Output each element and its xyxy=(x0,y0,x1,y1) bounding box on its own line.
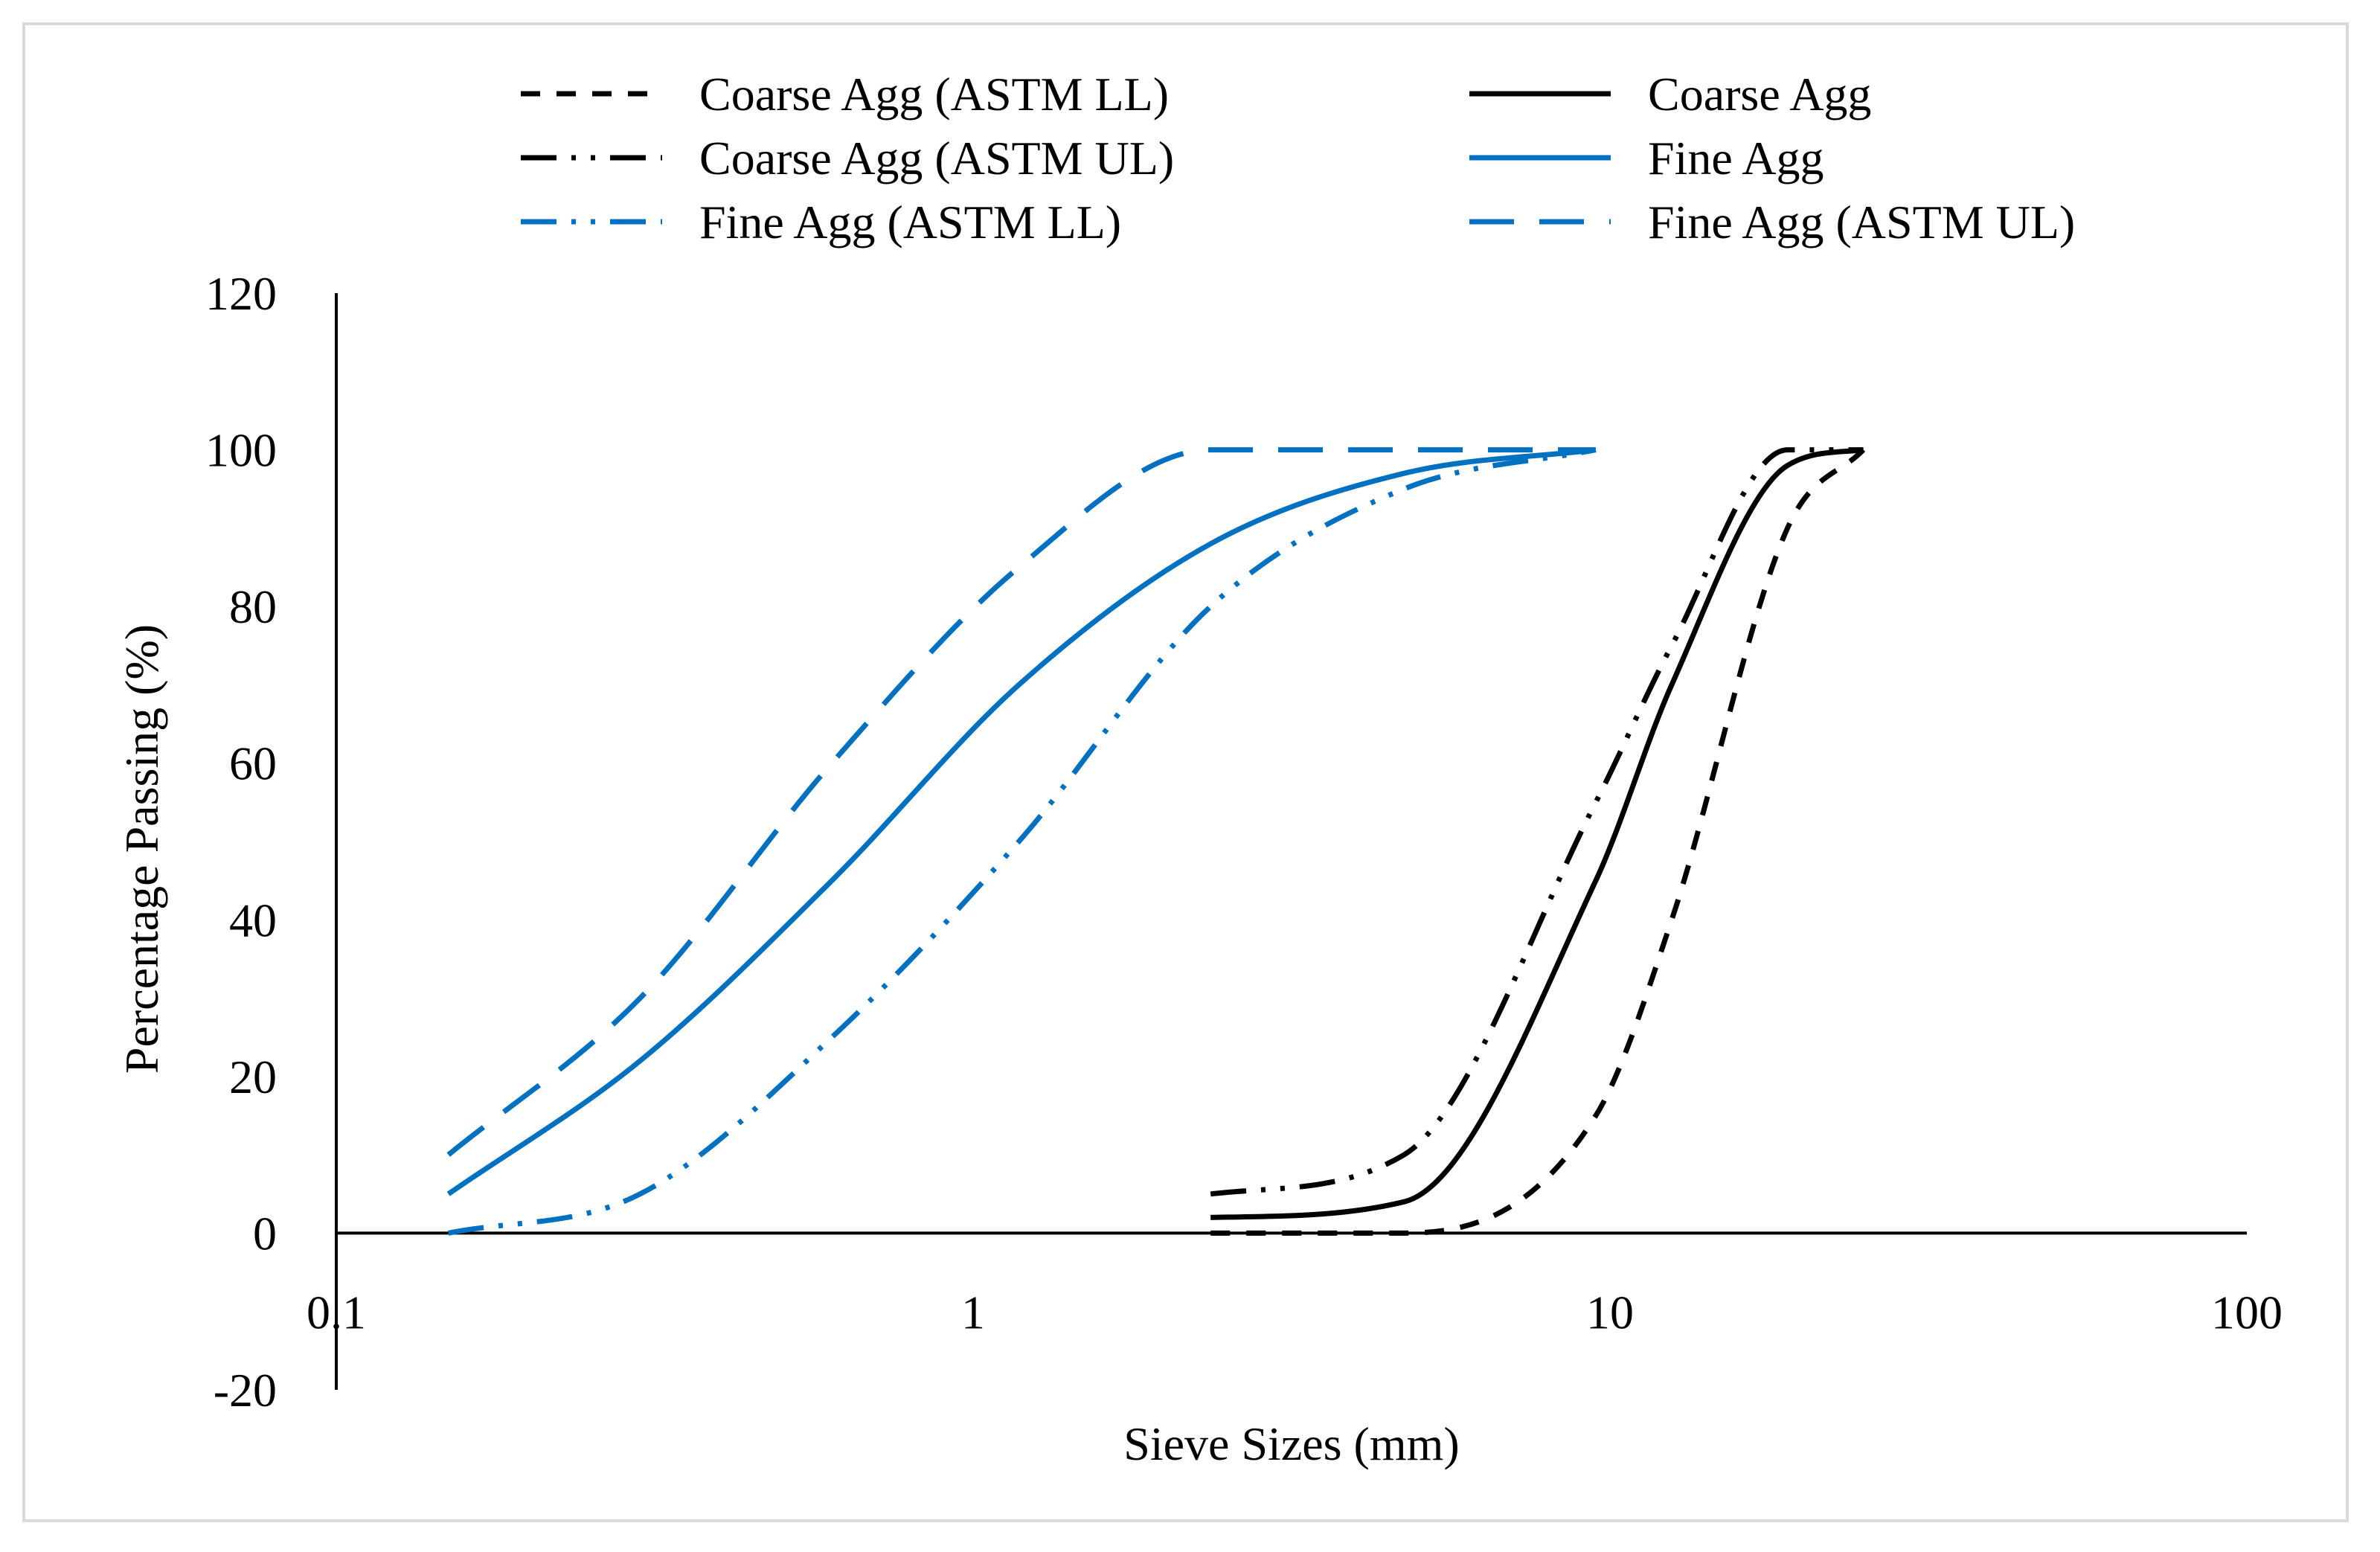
series-line-coarse-agg-astm-ll xyxy=(1210,448,1866,1236)
series-line-fine-agg-astm-ll xyxy=(448,447,1597,1236)
y-tick-label: 40 xyxy=(229,894,277,946)
legend-item: Coarse Agg (ASTM LL) xyxy=(521,68,1169,121)
legend-label: Fine Agg (ASTM UL) xyxy=(1648,196,2075,248)
y-axis-label: Percentage Passing (%) xyxy=(115,624,168,1074)
axes: 0.1 1 10 100 -20 0 20 40 60 80 100 120 Sieve Sizes… xyxy=(115,267,2283,1470)
x-tick-label: 0.1 xyxy=(307,1286,366,1338)
y-tick-label: 20 xyxy=(229,1051,277,1103)
x-axis-label: Sieve Sizes (mm) xyxy=(1123,1417,1459,1470)
series-line-coarse-agg xyxy=(1210,447,1864,1220)
legend-item: Coarse Agg xyxy=(1469,68,1871,121)
series-line-coarse-agg-astm-ul xyxy=(1210,447,1864,1197)
legend-label: Coarse Agg (ASTM LL) xyxy=(699,68,1169,121)
y-tick-label: 100 xyxy=(205,424,277,477)
legend-item: Coarse Agg (ASTM UL) xyxy=(521,132,1174,185)
y-tick-label: 80 xyxy=(229,580,277,633)
legend-label: Coarse Agg (ASTM UL) xyxy=(699,132,1174,185)
series-line-fine-agg xyxy=(446,447,1597,1196)
y-tick-label: 60 xyxy=(229,737,277,790)
x-tick-label: 100 xyxy=(2211,1286,2283,1338)
x-tick-label: 1 xyxy=(961,1286,985,1338)
y-tick-label: 0 xyxy=(253,1207,277,1260)
legend-item: Fine Agg (ASTM LL) xyxy=(521,196,1121,248)
y-tick-label: -20 xyxy=(214,1364,277,1417)
x-tick-labels: 0.1 1 10 100 xyxy=(307,1286,2283,1338)
chart-frame xyxy=(22,22,2349,1522)
series-lines xyxy=(446,447,1866,1236)
y-tick-label: 120 xyxy=(205,267,277,320)
legend-item: Fine Agg xyxy=(1469,132,1824,185)
y-tick-labels: -20 0 20 40 60 80 100 120 xyxy=(205,267,277,1417)
legend-label: Fine Agg xyxy=(1648,132,1824,185)
series-line-fine-agg-astm-ul xyxy=(446,447,1596,1157)
legend-label: Fine Agg (ASTM LL) xyxy=(699,196,1121,248)
legend-label: Coarse Agg xyxy=(1648,68,1871,121)
legend-item: Fine Agg (ASTM UL) xyxy=(1469,196,2075,248)
legend: Coarse Agg (ASTM LL) Coarse Agg (ASTM UL)… xyxy=(521,68,2075,248)
x-tick-label: 10 xyxy=(1586,1286,1634,1338)
